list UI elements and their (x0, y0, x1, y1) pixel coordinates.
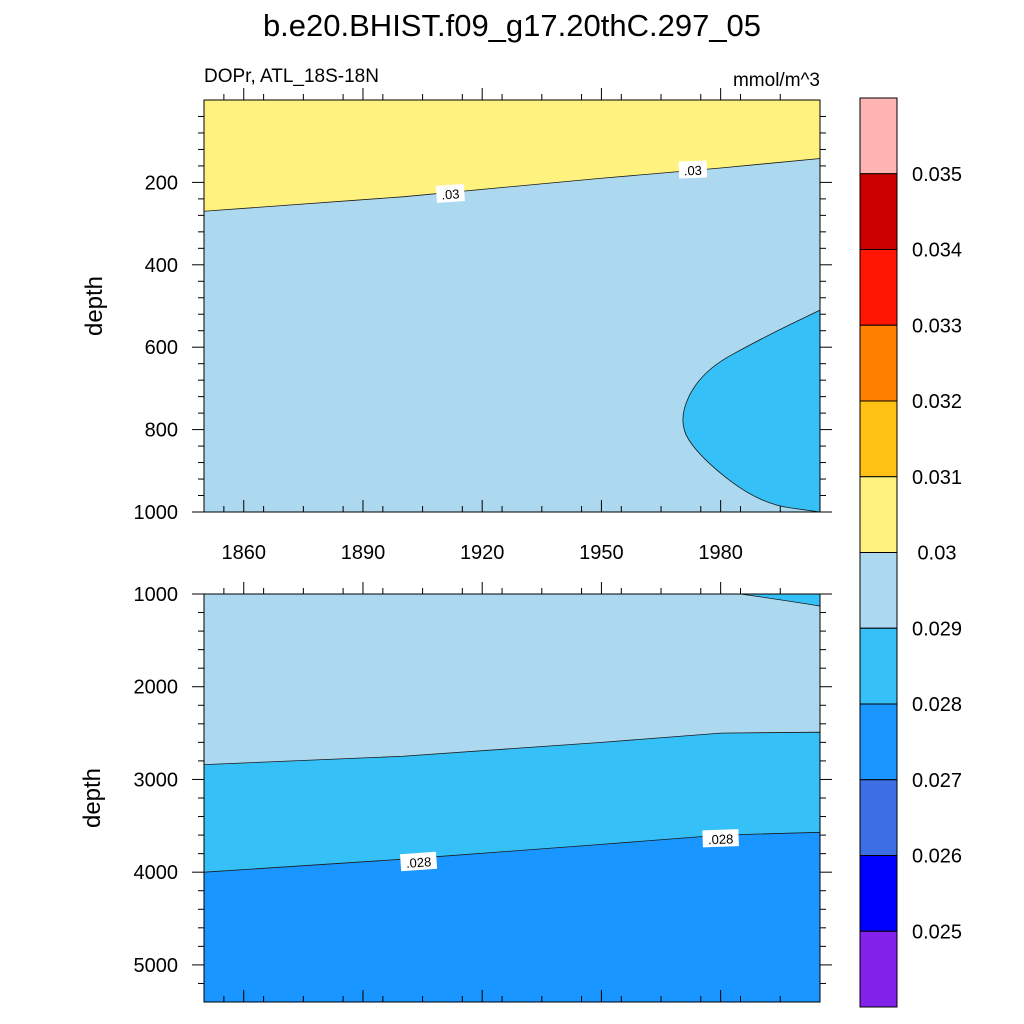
top-contour-labels: .03 .03 (435, 160, 708, 203)
colorbar-swatch (859, 552, 898, 629)
top-plot-frame (203, 99, 821, 513)
x-tick-label: 1950 (579, 542, 624, 564)
top-contour-fills (203, 99, 821, 513)
y-tick-label: 600 (145, 337, 178, 359)
colorbar-label: 0.033 (912, 315, 962, 337)
top-panel: DOPr, ATL_18S-18N mmol/m^3 .03.03 1860 18… (81, 66, 832, 564)
colorbar-swatch (859, 324, 898, 402)
contour-region-0.028-0.029 (682, 309, 821, 513)
y-tick-label: 800 (145, 420, 178, 442)
bottom-y-axis-label: depth (79, 768, 106, 828)
colorbar-label: 0.035 (912, 164, 962, 186)
x-tick-label: 1920 (460, 542, 505, 564)
contour-label-box (435, 183, 465, 203)
colorbar-swatch (859, 249, 898, 326)
colorbar-label: 0.034 (912, 240, 962, 262)
colorbar: 0.025 0.026 0.027 0.028 0.029 0.03 0.031 0.032 0… (859, 97, 962, 1008)
y-tick-label: 400 (145, 255, 178, 277)
x-tick-label: 1890 (341, 542, 386, 564)
colorbar-swatch (859, 930, 898, 1008)
colorbar-swatch (859, 855, 898, 932)
colorbar-swatch (859, 400, 898, 478)
y-tick-label: 1000 (134, 502, 179, 524)
colorbar-label: 0.029 (912, 618, 962, 640)
y-tick-label: 1000 (134, 584, 179, 606)
bottom-contour-fills (203, 593, 821, 1003)
contour-label-text: .03 (684, 163, 703, 179)
y-tick-label: 2000 (134, 677, 179, 699)
top-axis-ticks: 1860 1890 1920 1950 1980 200 400 600 800 1000 (134, 88, 832, 564)
y-tick-label: 4000 (134, 862, 179, 884)
y-tick-label: 200 (145, 172, 178, 194)
x-tick-label: 1980 (698, 542, 743, 564)
contour-label: .03 (435, 183, 465, 203)
x-tick-label: 1860 (221, 542, 266, 564)
top-y-axis-label: depth (81, 276, 108, 336)
colorbar-swatch (859, 97, 898, 175)
contour-label: .03 (678, 160, 708, 179)
colorbar-swatch (859, 476, 898, 553)
contour-label-box (678, 160, 708, 179)
y-tick-label: 3000 (134, 769, 179, 791)
colorbar-label: 0.032 (912, 391, 962, 413)
contour-label: .028 (400, 851, 438, 872)
bottom-contour-labels: .028 .028 (400, 829, 739, 872)
colorbar-label: 0.025 (912, 921, 962, 943)
colorbar-swatch (859, 779, 898, 856)
contour-label-text: .03 (441, 186, 460, 202)
figure-title: b.e20.BHIST.f09_g17.20thC.297_05 (263, 8, 761, 43)
bottom-axis-ticks: 1000 2000 3000 4000 5000 (134, 582, 832, 1002)
units-label: mmol/m^3 (733, 70, 820, 91)
colorbar-label: 0.031 (912, 467, 962, 489)
contour-label-box (400, 851, 438, 872)
colorbar-label: 0.027 (912, 770, 962, 792)
colorbar-swatch (859, 173, 898, 250)
colorbar-label: 0.03 (918, 543, 957, 565)
contour-label-text: .028 (405, 854, 431, 871)
y-tick-label: 5000 (134, 955, 179, 977)
colorbar-swatch (859, 703, 898, 781)
colorbar-swatch (859, 627, 898, 705)
colorbar-label: 0.028 (912, 694, 962, 716)
contour-label: .028 (702, 829, 739, 848)
colorbar-label: 0.026 (912, 846, 962, 868)
contour-label-box (702, 829, 739, 848)
variable-label: DOPr, ATL_18S-18N (204, 66, 379, 87)
contour-label-text: .028 (708, 831, 734, 847)
bottom-panel: .028 .028 1000 2000 3000 4000 5000 depth (79, 582, 832, 1003)
